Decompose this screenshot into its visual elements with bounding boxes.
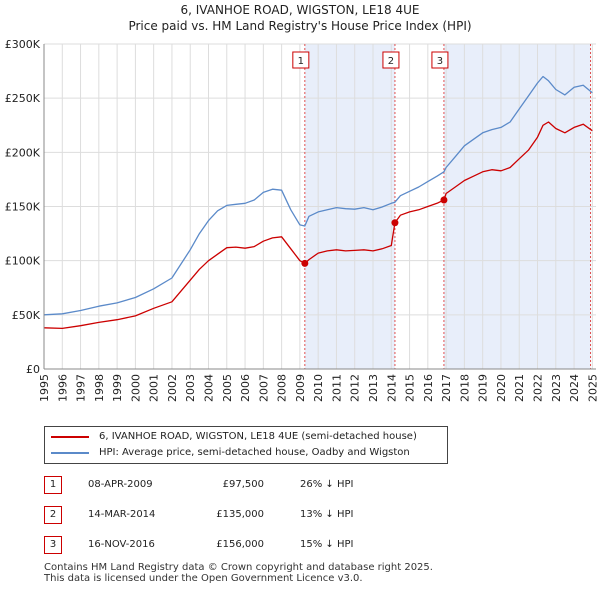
sale-price: £97,500 <box>222 479 264 490</box>
y-tick-label: £300K <box>5 38 41 51</box>
legend-swatch-hpi <box>51 452 89 454</box>
x-tick-label: 2008 <box>276 374 289 402</box>
x-tick-label: 2000 <box>129 374 142 402</box>
sale-number-box <box>292 51 310 69</box>
sale-point <box>391 219 399 227</box>
sale-number-label: 2 <box>388 56 394 67</box>
x-tick-label: 2014 <box>385 374 398 402</box>
sale-hpi-diff: 15% ↓ HPI <box>300 539 354 550</box>
x-tick-label: 2001 <box>148 374 161 402</box>
x-tick-label: 1995 <box>38 374 51 402</box>
title-line-1: 6, IVANHOE ROAD, WIGSTON, LE18 4UE <box>180 3 420 17</box>
y-tick-label: £100K <box>5 255 41 268</box>
footer-attribution: Contains HM Land Registry data © Crown c… <box>44 562 433 584</box>
sale-hpi-diff: 13% ↓ HPI <box>300 509 354 520</box>
x-tick-label: 2009 <box>294 374 307 402</box>
x-tick-label: 2024 <box>568 374 581 402</box>
x-tick-label: 2015 <box>404 374 417 402</box>
x-tick-label: 2017 <box>440 374 453 402</box>
x-tick-label: 2010 <box>312 374 325 402</box>
x-tick-label: 2025 <box>586 374 599 402</box>
sale-point <box>440 196 448 204</box>
x-tick-label: 2004 <box>203 374 216 402</box>
sale-price: £135,000 <box>216 509 264 520</box>
x-tick-label: 1997 <box>75 374 88 402</box>
series-lines <box>43 75 593 330</box>
x-tick-label: 1999 <box>111 374 124 402</box>
x-tick-label: 2007 <box>257 374 270 402</box>
x-tick-label: 1998 <box>93 374 106 402</box>
sale-number-boxes: 1 2 3 <box>292 51 449 69</box>
legend-swatch-property <box>51 436 89 438</box>
sale-number-box <box>431 51 449 69</box>
footer-line-2: This data is licensed under the Open Gov… <box>44 573 363 584</box>
legend-label-hpi: HPI: Average price, semi-detached house,… <box>99 447 410 458</box>
sale-date: 08-APR-2009 <box>88 479 153 490</box>
y-tick-label: £150K <box>5 201 41 214</box>
sale-number-badge: 3 <box>44 536 62 554</box>
sale-row: 2 14-MAR-2014 £135,000 13% ↓ HPI <box>44 506 444 524</box>
price-chart: £0 £50K £100K £150K £200K £250K £300K 1995 1996 1… <box>5 38 600 402</box>
property-price-line <box>43 121 593 330</box>
x-tick-label: 2006 <box>239 374 252 402</box>
sale-point <box>301 259 309 267</box>
footer-line-1: Contains HM Land Registry data © Crown c… <box>44 562 433 573</box>
chart-title: 6, IVANHOE ROAD, WIGSTON, LE18 4UE Price… <box>0 2 600 34</box>
x-tick-label: 2020 <box>495 374 508 402</box>
x-tick-label: 2018 <box>458 374 471 402</box>
hpi-line <box>43 75 593 316</box>
x-tick-label: 2003 <box>184 374 197 402</box>
sale-hpi-diff: 26% ↓ HPI <box>300 479 354 490</box>
legend-label-property: 6, IVANHOE ROAD, WIGSTON, LE18 4UE (semi… <box>99 431 417 442</box>
sale-date: 14-MAR-2014 <box>88 509 156 520</box>
x-tick-label: 2012 <box>349 374 362 402</box>
sale-number-box <box>382 51 400 69</box>
x-tick-label: 2013 <box>367 374 380 402</box>
sale-row: 1 08-APR-2009 £97,500 26% ↓ HPI <box>44 476 444 494</box>
x-tick-label: 2016 <box>422 374 435 402</box>
sale-number-label: 3 <box>437 56 443 67</box>
y-tick-label: £50K <box>12 309 41 322</box>
y-tick-label: £200K <box>5 146 41 159</box>
x-tick-label: 2021 <box>513 374 526 402</box>
sale-number-label: 1 <box>298 56 304 67</box>
title-line-2: Price paid vs. HM Land Registry's House … <box>128 19 472 33</box>
sale-points <box>301 196 448 267</box>
x-tick-label: 2019 <box>477 374 490 402</box>
sale-price: £156,000 <box>216 539 264 550</box>
x-tick-label: 1996 <box>56 374 69 402</box>
y-tick-label: £250K <box>5 92 41 105</box>
legend: 6, IVANHOE ROAD, WIGSTON, LE18 4UE (semi… <box>44 426 448 464</box>
x-tick-label: 2023 <box>550 374 563 402</box>
sale-number-badge: 2 <box>44 506 62 524</box>
x-tick-label: 2011 <box>330 374 343 402</box>
sale-number-badge: 1 <box>44 476 62 494</box>
sale-date: 16-NOV-2016 <box>88 539 155 550</box>
sale-row: 3 16-NOV-2016 £156,000 15% ↓ HPI <box>44 536 444 554</box>
x-tick-label: 2005 <box>221 374 234 402</box>
x-tick-label: 2022 <box>532 374 545 402</box>
axes: £0 £50K £100K £150K £200K £250K £300K 1995 1996 1… <box>5 38 600 402</box>
x-tick-label: 2002 <box>166 374 179 402</box>
y-tick-label: £0 <box>26 363 40 376</box>
